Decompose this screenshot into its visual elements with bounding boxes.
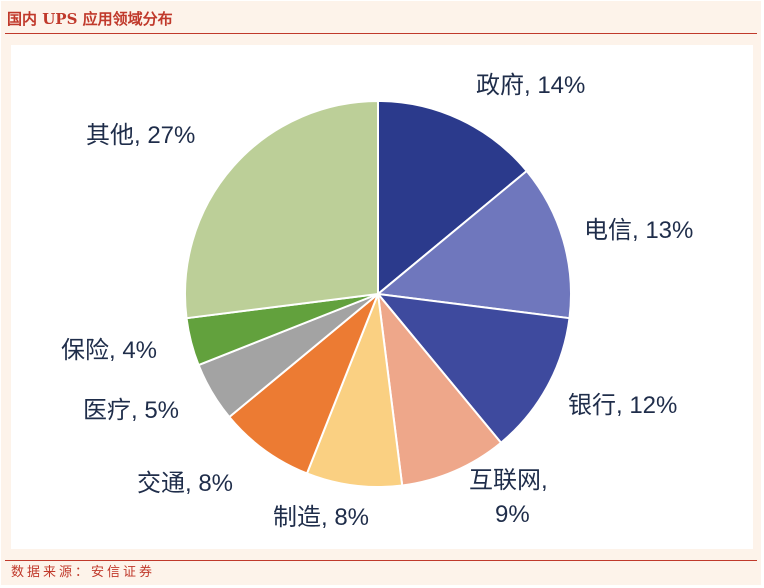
title-divider xyxy=(5,33,757,34)
pie-slice-5 xyxy=(305,293,404,488)
slice-label-3: 银行, 12% xyxy=(568,392,677,419)
slice-label-1: 政府, 14% xyxy=(476,72,585,99)
pie-slice-9 xyxy=(184,99,379,320)
slice-label-7: 医疗, 5% xyxy=(83,397,179,424)
slice-label-2: 电信, 13% xyxy=(584,217,693,244)
pie-slice-2 xyxy=(375,169,572,320)
pie-slice-3 xyxy=(375,292,571,445)
plot-area: 政府, 14% 电信, 13% 银行, 12% 互联网, 9% 制造, 8% 交通, 8% 医… xyxy=(11,45,753,549)
pie-slice-6 xyxy=(227,293,379,475)
source-divider xyxy=(5,560,757,561)
slice-label-5: 制造, 8% xyxy=(273,504,369,531)
pie-slice-4 xyxy=(376,290,503,487)
chart-title: 国内 UPS 应用领域分布 xyxy=(7,10,173,28)
slice-label-6: 交通, 8% xyxy=(137,470,233,497)
source-note: 数据来源：安信证券 xyxy=(11,565,156,580)
pie-slice-1 xyxy=(377,99,529,297)
slice-label-8: 保险, 4% xyxy=(61,337,157,364)
slice-label-4: 互联网, 9% xyxy=(469,467,548,528)
pie-chart: 政府, 14% 电信, 13% 银行, 12% 互联网, 9% 制造, 8% 交通, 8% 医… xyxy=(61,72,693,531)
slice-label-9: 其他, 27% xyxy=(86,122,195,149)
